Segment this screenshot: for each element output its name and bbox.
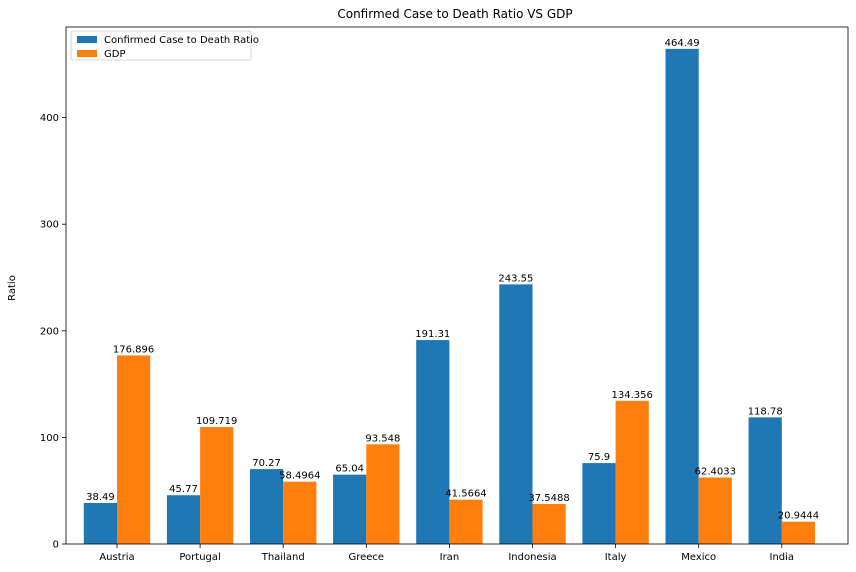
bars-group: [83, 48, 815, 545]
y-axis-label: Ratio: [7, 275, 18, 301]
x-tick-label-thailand: Thailand: [261, 552, 305, 563]
bar-gdp-thailand: [283, 481, 317, 544]
bar-gdp-iran: [449, 499, 483, 544]
data-label-gdp-greece: 93.548: [365, 433, 400, 444]
plot-frame: [65, 26, 849, 545]
chart-title: Confirmed Case to Death Ratio VS GDP: [337, 7, 572, 21]
bar-gdp-greece: [366, 444, 400, 544]
bar-ratio-thailand: [250, 469, 284, 544]
data-label-gdp-portugal: 109.719: [196, 416, 237, 427]
bar-gdp-portugal: [200, 427, 234, 544]
y-tick-label: 400: [40, 113, 59, 124]
data-label-ratio-portugal: 45.77: [169, 484, 198, 495]
x-tick-label-iran: Iran: [440, 552, 460, 563]
data-label-ratio-indonesia: 243.55: [498, 273, 533, 284]
data-label-gdp-austria: 176.896: [113, 344, 154, 355]
x-tick-label-mexico: Mexico: [681, 552, 716, 563]
legend-label-ratio: Confirmed Case to Death Ratio: [104, 35, 259, 46]
legend: Confirmed Case to Death Ratio GDP: [70, 30, 259, 61]
x-axis-ticks: Austria Portugal Thailand Greece Iran Indones…: [99, 544, 794, 563]
bar-gdp-austria: [117, 355, 151, 544]
legend-label-gdp: GDP: [104, 49, 125, 60]
x-tick-label-india: India: [770, 552, 795, 563]
y-tick-label: 300: [40, 220, 59, 231]
data-labels-group: 38.49 176.896 45.77 109.719 70.27 58.4964 65.0…: [86, 38, 819, 522]
data-label-ratio-india: 118.78: [748, 406, 783, 417]
y-axis-ticks: 0 100 200 300 400: [40, 113, 66, 551]
bar-gdp-italy: [615, 400, 649, 544]
bar-ratio-iran: [416, 340, 450, 544]
x-tick-label-greece: Greece: [348, 552, 384, 563]
data-label-ratio-mexico: 464.49: [665, 38, 700, 49]
x-tick-label-portugal: Portugal: [179, 552, 220, 563]
bar-gdp-india: [781, 521, 815, 544]
y-tick-label: 0: [53, 540, 59, 551]
data-label-gdp-italy: 134.356: [612, 390, 653, 401]
data-label-gdp-mexico: 62.4033: [695, 466, 736, 477]
bar-ratio-greece: [333, 474, 367, 544]
bar-gdp-indonesia: [532, 503, 566, 544]
data-label-gdp-india: 20.9444: [778, 511, 819, 522]
data-label-gdp-iran: 41.5664: [445, 489, 486, 500]
data-label-ratio-thailand: 70.27: [252, 458, 281, 469]
bar-ratio-mexico: [665, 48, 699, 545]
x-tick-label-italy: Italy: [605, 552, 627, 563]
legend-swatch-ratio: [77, 36, 97, 43]
data-label-gdp-thailand: 58.4964: [279, 471, 320, 482]
data-label-ratio-greece: 65.04: [335, 464, 364, 475]
legend-swatch-gdp: [77, 50, 97, 57]
bar-ratio-india: [748, 417, 782, 544]
data-label-gdp-indonesia: 37.5488: [528, 493, 569, 504]
bar-gdp-mexico: [698, 477, 732, 544]
y-tick-label: 100: [40, 433, 59, 444]
x-tick-label-indonesia: Indonesia: [508, 552, 556, 563]
data-label-ratio-iran: 191.31: [415, 329, 450, 340]
bar-ratio-italy: [582, 463, 616, 544]
legend-box: [70, 30, 252, 61]
bar-ratio-indonesia: [499, 284, 533, 544]
bar-ratio-austria: [83, 502, 117, 544]
data-label-ratio-austria: 38.49: [86, 492, 115, 503]
y-tick-label: 200: [40, 326, 59, 337]
bar-ratio-portugal: [166, 495, 201, 544]
data-label-ratio-italy: 75.9: [588, 452, 610, 463]
x-tick-label-austria: Austria: [99, 552, 134, 563]
